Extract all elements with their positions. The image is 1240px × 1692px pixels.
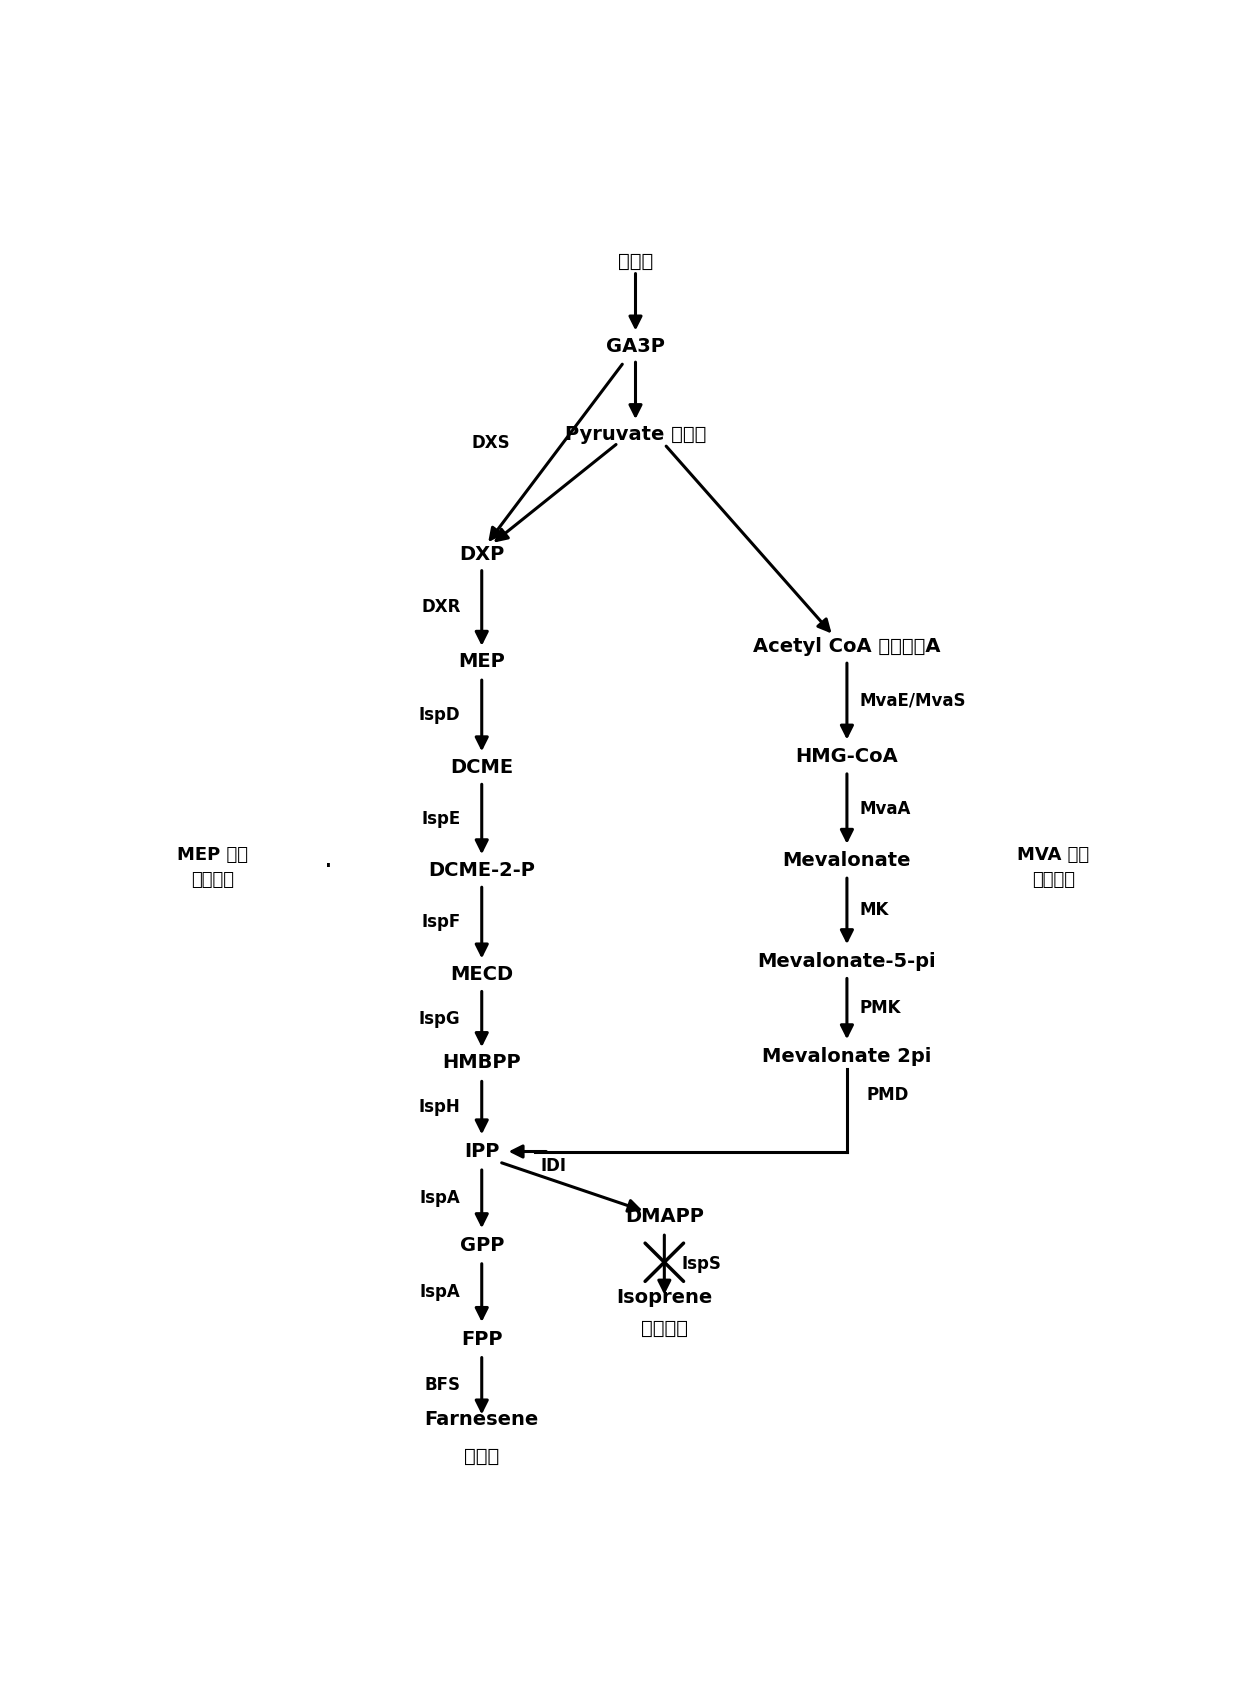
Text: MvaA: MvaA [859,800,911,817]
Text: IspD: IspD [419,706,460,724]
Text: 葭萄糖: 葭萄糖 [618,252,653,271]
Text: IspE: IspE [422,810,460,829]
Text: Acetyl CoA 乙酰辅酶A: Acetyl CoA 乙酰辅酶A [753,636,941,655]
Text: 异戚二烯: 异戚二烯 [641,1320,688,1338]
Text: IspA: IspA [420,1283,460,1301]
Text: GA3P: GA3P [606,337,665,355]
Text: FPP: FPP [461,1330,502,1349]
Text: HMBPP: HMBPP [443,1054,521,1073]
Text: PMD: PMD [866,1086,909,1105]
Text: DXS: DXS [472,433,511,452]
Text: Mevalonate 2pi: Mevalonate 2pi [763,1047,931,1066]
Text: DCME-2-P: DCME-2-P [428,861,536,880]
Text: GPP: GPP [460,1235,503,1255]
Text: HMG-CoA: HMG-CoA [796,748,898,766]
Text: IspF: IspF [422,914,460,931]
Text: PMK: PMK [859,1000,901,1017]
Text: MvaE/MvaS: MvaE/MvaS [859,692,966,709]
Text: BFS: BFS [424,1376,460,1394]
Text: DMAPP: DMAPP [625,1206,704,1227]
Text: Farnesene: Farnesene [424,1411,539,1430]
Text: MVA 途径
真核生物: MVA 途径 真核生物 [1018,846,1090,888]
Text: IspH: IspH [419,1098,460,1117]
Text: Isoprene: Isoprene [616,1288,713,1306]
Text: 法尼烯: 法尼烯 [464,1447,500,1465]
Text: IspA: IspA [420,1189,460,1208]
Text: IPP: IPP [464,1142,500,1161]
Text: IspS: IspS [682,1254,722,1272]
Text: Pyruvate 丙酮酸: Pyruvate 丙酮酸 [564,425,707,445]
Text: Mevalonate: Mevalonate [782,851,911,870]
Text: IDI: IDI [541,1157,567,1174]
Text: MECD: MECD [450,964,513,983]
Text: MEP 途径
原核生物: MEP 途径 原核生物 [177,846,248,888]
Text: DCME: DCME [450,758,513,777]
Text: MEP: MEP [459,651,505,672]
Text: DXR: DXR [422,597,460,616]
Text: MK: MK [859,902,889,919]
Text: Mevalonate-5-pi: Mevalonate-5-pi [758,953,936,971]
Text: IspG: IspG [419,1010,460,1027]
Text: DXP: DXP [459,545,505,565]
Text: ·: · [324,853,332,882]
